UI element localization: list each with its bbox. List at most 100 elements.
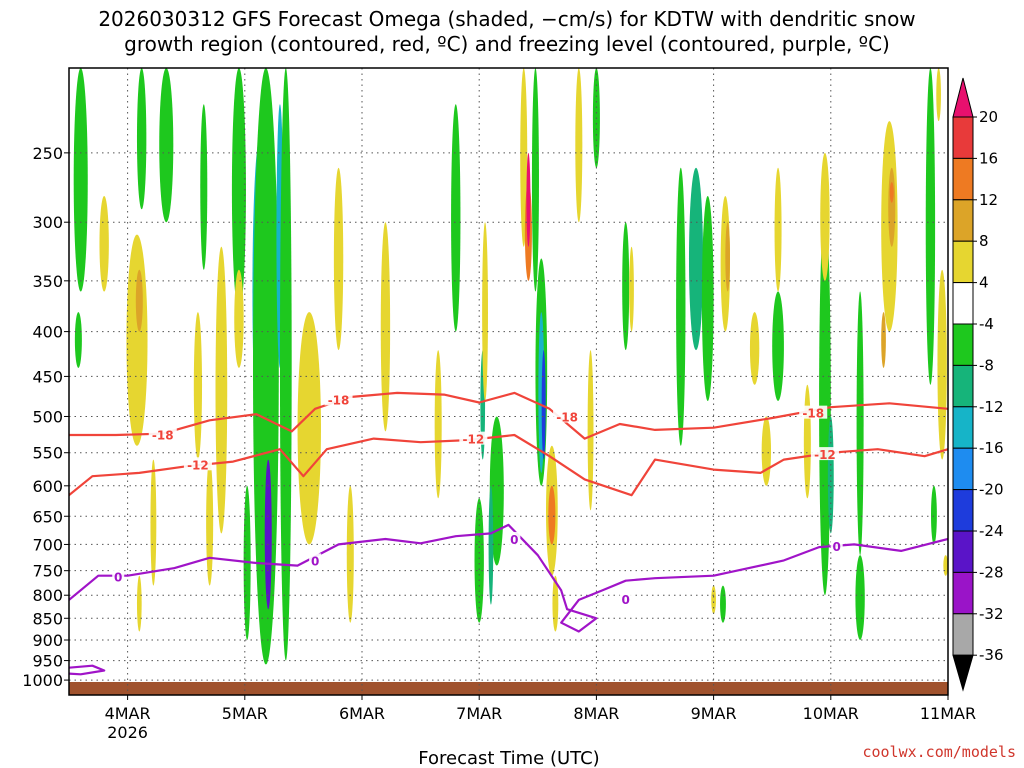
contour-label-bg <box>148 427 177 441</box>
contour-label: 0 <box>311 554 319 568</box>
contour-label-bg <box>553 409 582 423</box>
colorbar-top-triangle <box>952 77 974 118</box>
omega-cell <box>587 350 594 511</box>
omega-cell <box>889 182 894 203</box>
y-tick-label: 1000 <box>22 671 63 690</box>
contour-label-bg <box>508 531 521 545</box>
colorbar-swatch <box>952 447 974 491</box>
colorbar-tick-label: -8 <box>979 356 994 374</box>
omega-cell <box>749 312 760 385</box>
omega-cell <box>135 269 143 332</box>
omega-cell <box>474 498 484 623</box>
omega-cell <box>774 167 782 292</box>
y-tick-label: 300 <box>32 213 63 232</box>
omega-cell <box>150 459 157 586</box>
omega-cell <box>720 585 726 623</box>
omega-cell <box>206 459 214 586</box>
colorbar-swatch <box>952 240 974 284</box>
omega-cell <box>126 234 148 446</box>
colorbar-swatch <box>952 571 974 615</box>
colorbar-tick-label: -24 <box>979 522 1004 540</box>
colorbar-tick-label: 12 <box>979 191 998 209</box>
omega-cell <box>803 384 811 499</box>
omega-cell <box>925 68 936 385</box>
colorbar-tick-label: -4 <box>979 315 994 333</box>
omega-cell <box>297 312 321 545</box>
contour-label: -18 <box>556 410 578 424</box>
colorbar-tick-label: 20 <box>979 108 998 126</box>
contour-label: -12 <box>462 433 484 447</box>
contour-label-bg <box>309 553 322 567</box>
contour-label: 0 <box>832 540 840 554</box>
y-tick-label: 750 <box>32 562 63 581</box>
omega-cell <box>761 416 772 486</box>
omega-cell <box>200 104 208 270</box>
contour-label: -12 <box>187 458 209 472</box>
y-tick-label: 700 <box>32 535 63 554</box>
colorbar-tick-label: -16 <box>979 439 1004 457</box>
credit-watermark: coolwx.com/models <box>862 743 1016 761</box>
omega-cell <box>333 167 344 351</box>
omega-cell <box>881 312 886 368</box>
contour-label-bg <box>830 539 843 553</box>
contour-label-bg <box>459 431 488 445</box>
contour-label: 0 <box>622 593 630 607</box>
contour-label: -12 <box>814 448 836 462</box>
plot-frame <box>68 67 949 696</box>
x-tick-label: 8MAR <box>573 704 619 723</box>
colorbar-swatch <box>952 157 974 201</box>
colorbar-tick-label: 4 <box>979 274 989 292</box>
colorbar-swatch <box>952 489 974 532</box>
y-tick-label: 450 <box>32 367 63 386</box>
omega-cell <box>531 68 539 292</box>
contour-label-bg <box>112 569 125 583</box>
omega-cell <box>73 68 88 292</box>
contour-label: -18 <box>802 407 824 421</box>
omega-cell <box>488 485 494 605</box>
omega-cell <box>575 68 583 223</box>
contour-label: 0 <box>510 533 518 547</box>
x-tick-label: 4MAR <box>105 704 151 723</box>
omega-cell <box>541 350 546 460</box>
x-tick-label: 7MAR <box>456 704 502 723</box>
omega-cell <box>827 416 834 534</box>
contour-label-bg <box>799 405 828 419</box>
omega-cell <box>937 269 947 460</box>
colorbar-tick-label: -32 <box>979 605 1004 623</box>
contour-dgz-minus-12 <box>69 433 948 497</box>
contour-dgz-minus-18 <box>69 391 948 440</box>
contour-label: 0 <box>114 571 122 585</box>
y-axis: 250 300 350 400 450 500 550 600 650 700 750 800 850 9… <box>22 144 69 690</box>
colorbar-swatch <box>952 323 974 366</box>
colorbar-tick-label: -28 <box>979 563 1004 581</box>
omega-cell <box>820 152 830 281</box>
omega-cell <box>701 195 714 401</box>
omega-cell <box>856 291 864 556</box>
y-tick-label: 250 <box>32 144 63 163</box>
colorbar: 20 16 12 8 4 -4 -8 -12 -16 -20 -24 -28 -32 -36 <box>952 77 1004 692</box>
grid-lines <box>69 68 949 695</box>
contour-layer: -18 -18 -18 -18 -12 -12 -12 0 0 0 0 0 <box>69 391 948 676</box>
omega-cell <box>526 152 531 247</box>
omega-cell <box>622 222 630 351</box>
omega-cell <box>451 104 461 332</box>
colorbar-swatch <box>952 406 974 449</box>
omega-cell <box>552 575 559 632</box>
omega-cell <box>193 312 203 460</box>
omega-cell <box>136 575 142 632</box>
omega-cell <box>159 68 174 223</box>
contour-freezing-level <box>69 523 948 633</box>
omega-cell <box>676 167 686 446</box>
omega-cell <box>855 555 865 641</box>
colorbar-bottom-triangle <box>952 654 974 692</box>
y-tick-label: 350 <box>32 272 63 291</box>
colorbar-tick-label: 16 <box>979 149 998 167</box>
colorbar-tick-label: -20 <box>979 481 1004 499</box>
chart-title-line1: 2026030312 GFS Forecast Omega (shaded, −… <box>98 7 915 31</box>
omega-cell <box>819 209 831 596</box>
y-tick-label: 950 <box>32 652 63 671</box>
omega-cell <box>482 222 488 401</box>
colorbar-swatch <box>952 613 974 656</box>
omega-cell <box>346 485 354 623</box>
colorbar-tick-label: -36 <box>979 646 1004 664</box>
